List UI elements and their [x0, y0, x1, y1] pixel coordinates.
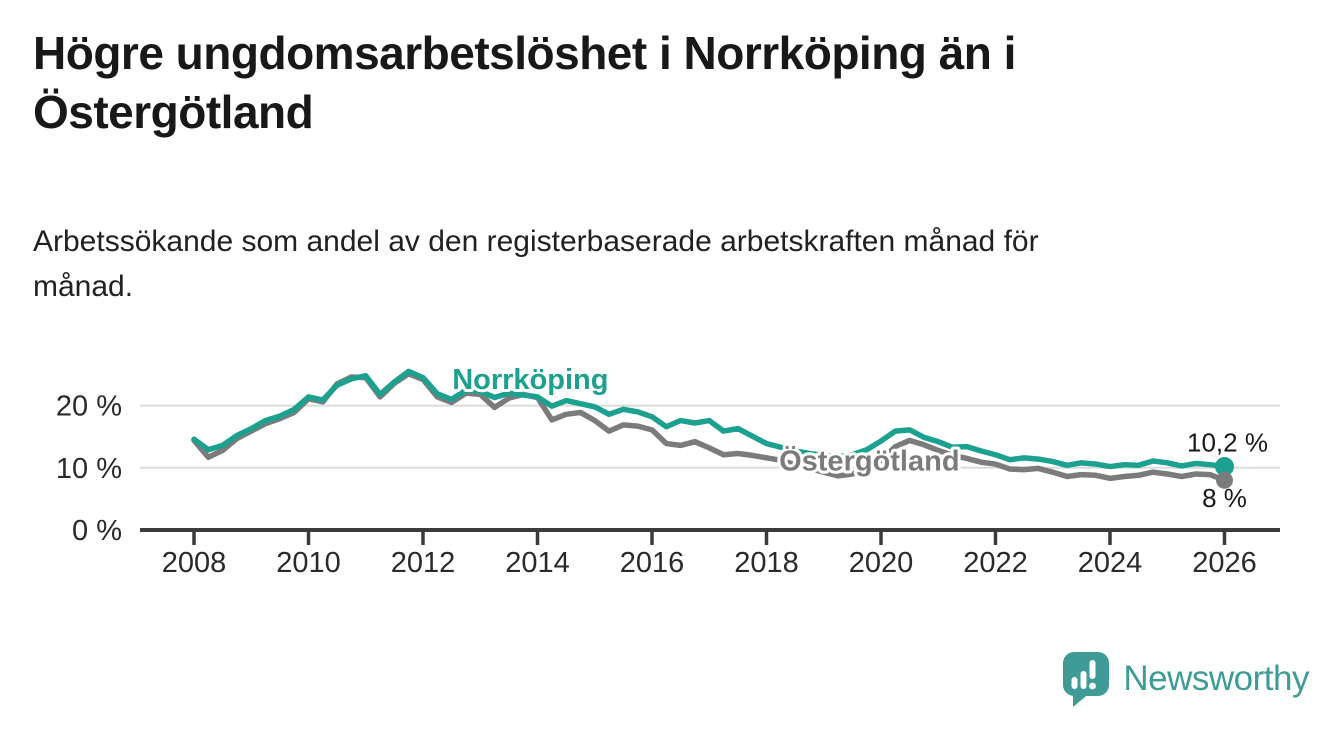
x-tick-label-2026: 2026: [1192, 547, 1257, 579]
y-tick-label-10: 10 %: [56, 453, 122, 485]
x-tick-label-2018: 2018: [734, 547, 799, 579]
newsworthy-logo: Newsworthy: [1061, 650, 1309, 708]
x-tick-label-2024: 2024: [1078, 547, 1143, 579]
end-dot-ostergotland: [1216, 471, 1233, 489]
end-dot-norrkoping: [1215, 457, 1234, 477]
y-tick-label-20: 20 %: [56, 391, 122, 423]
end-value-label-ostergotland: 8 %: [1202, 483, 1247, 513]
x-tick-label-2010: 2010: [276, 547, 341, 579]
series-label-norrkoping: Norrköping: [452, 364, 608, 396]
newsworthy-logo-text: Newsworthy: [1123, 659, 1309, 698]
title-line-1: Högre ungdomsarbetslöshet i Norrköping ä…: [33, 27, 1016, 79]
x-tick-label-2016: 2016: [620, 547, 685, 579]
series-label-ostergotland: Östergötland: [779, 444, 959, 477]
end-value-label-norrkoping: 10,2 %: [1187, 428, 1268, 458]
newsworthy-logo-icon: [1063, 652, 1110, 707]
page-title: Högre ungdomsarbetslöshet i Norrköping ä…: [33, 24, 1293, 142]
x-tick-label-2008: 2008: [162, 547, 227, 579]
x-tick-label-2014: 2014: [505, 547, 570, 579]
title-line-2: Östergötland: [33, 86, 314, 138]
subtitle-line-2: månad.: [33, 270, 134, 303]
subtitle-line-1: Arbetssökande som andel av den registerb…: [33, 225, 1039, 258]
x-tick-label-2012: 2012: [391, 547, 456, 579]
x-tick-label-2022: 2022: [963, 547, 1028, 579]
y-tick-label-0: 0 %: [72, 515, 122, 547]
series-line-norrkoping: [191, 368, 1228, 470]
x-tick-label-2020: 2020: [849, 547, 914, 579]
chart-subtitle: Arbetssökande som andel av den registerb…: [33, 219, 1293, 309]
